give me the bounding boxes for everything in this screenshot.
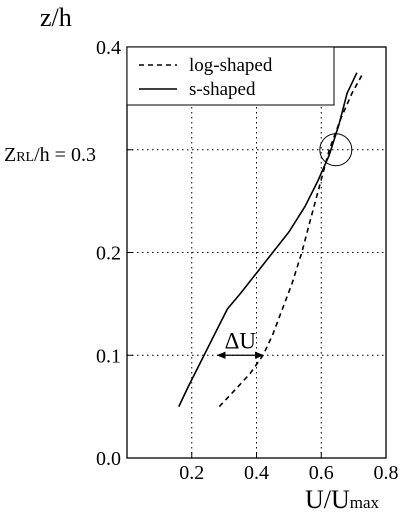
y-axis-label: z/h — [40, 3, 72, 32]
legend: log-shaped s-shaped — [126, 46, 335, 106]
x-tick-label-0: 0.2 — [179, 462, 204, 484]
y-tick-label-1: 0.1 — [96, 345, 121, 367]
y-tick-label-0: 0.0 — [96, 448, 121, 470]
series-layer — [178, 72, 365, 408]
legend-box — [126, 46, 335, 106]
zrl-label-sub: RL — [16, 150, 34, 165]
zrl-circle-marker — [319, 133, 353, 167]
x-tick-label-3: 0.8 — [374, 462, 399, 484]
y-tick-label-4: 0.4 — [96, 37, 121, 59]
x-axis-label: U/Umax — [305, 485, 380, 514]
legend-label-log-shaped: log-shaped — [189, 55, 273, 76]
plot-axes: 0.2 0.4 0.6 0.8 0.0 0.1 0.2 0.4 — [96, 37, 399, 484]
annotations: ΔU — [216, 133, 353, 359]
zrl-label: ZRL/h = 0.3 — [4, 144, 96, 166]
zrl-label-rest: /h = 0.3 — [34, 144, 96, 166]
series-line-log-shaped — [218, 72, 365, 408]
zrl-label-main: Z — [4, 144, 16, 166]
x-axis-label-sub: max — [350, 493, 380, 512]
x-axis-label-main: U/U — [305, 485, 350, 514]
x-tick-label-2: 0.6 — [309, 462, 334, 484]
grid-lines — [127, 47, 386, 458]
delta-u-label: ΔU — [225, 328, 257, 353]
x-tick-label-1: 0.4 — [244, 462, 269, 484]
y-tick-label-2: 0.2 — [96, 243, 121, 265]
legend-label-s-shaped: s-shaped — [189, 79, 256, 100]
series-line-s-shaped — [178, 72, 358, 407]
